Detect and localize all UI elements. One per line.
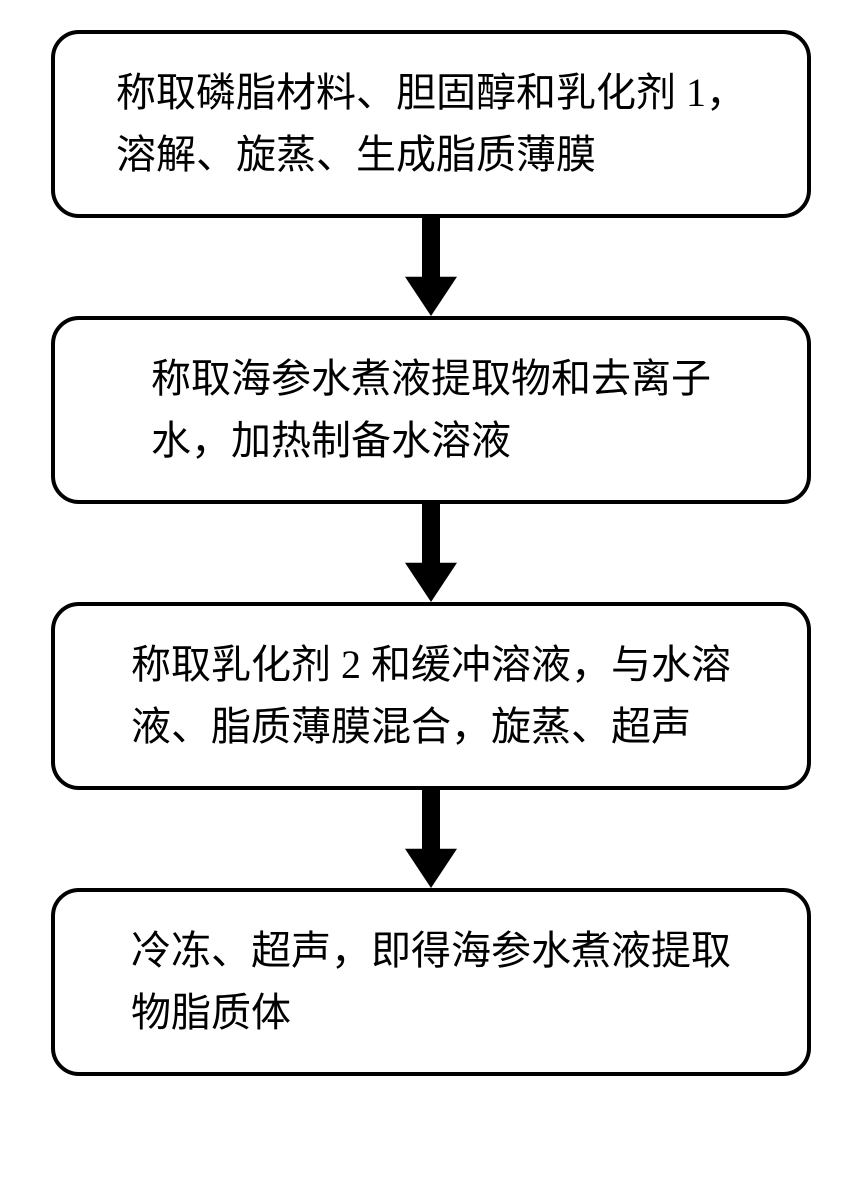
step-text-line: 称取乳化剂 2 和缓冲溶液，与水溶 [131,634,731,696]
arrow-down-icon [405,218,457,316]
step-text-line: 冷冻、超声，即得海参水煮液提取 [131,920,731,982]
step-text-line: 液、脂质薄膜混合，旋蒸、超声 [131,696,731,758]
flow-step-2: 称取海参水煮液提取物和去离子水，加热制备水溶液 [51,316,811,504]
flowchart-container: 称取磷脂材料、胆固醇和乳化剂 1，溶解、旋蒸、生成脂质薄膜称取海参水煮液提取物和… [51,30,811,1076]
arrow-down-icon [405,790,457,888]
step-text-line: 水，加热制备水溶液 [151,410,711,472]
step-text-line: 称取海参水煮液提取物和去离子 [151,348,711,410]
step-text-line: 称取磷脂材料、胆固醇和乳化剂 1， [116,62,746,124]
flow-step-1: 称取磷脂材料、胆固醇和乳化剂 1，溶解、旋蒸、生成脂质薄膜 [51,30,811,218]
flow-step-3: 称取乳化剂 2 和缓冲溶液，与水溶液、脂质薄膜混合，旋蒸、超声 [51,602,811,790]
step-text-line: 物脂质体 [131,982,731,1044]
flow-step-4: 冷冻、超声，即得海参水煮液提取物脂质体 [51,888,811,1076]
arrow-down-icon [405,504,457,602]
step-text-line: 溶解、旋蒸、生成脂质薄膜 [116,124,746,186]
